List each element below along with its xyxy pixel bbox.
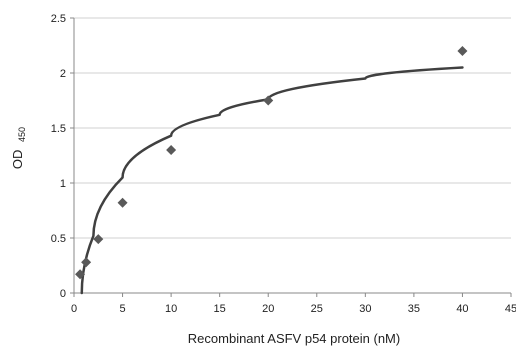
- x-tick-label-7: 35: [408, 303, 420, 315]
- data-point-1: [81, 257, 92, 268]
- y-axis-title-subscript: 450: [17, 127, 27, 142]
- y-tick-label-4: 2: [60, 68, 66, 80]
- data-points: [75, 46, 468, 280]
- data-point-0: [75, 269, 86, 280]
- axes: [70, 17, 512, 297]
- data-point-4: [166, 145, 177, 155]
- data-point-5: [263, 95, 274, 106]
- data-point-6: [457, 46, 468, 56]
- x-tick-labels: 0 5 10 15 20 25 30 35 40 45: [71, 303, 516, 315]
- x-tick-label-6: 30: [359, 303, 371, 315]
- x-tick-label-0: 0: [71, 303, 77, 315]
- x-axis-title: Recombinant ASFV p54 protein (nM): [188, 331, 400, 346]
- y-tick-labels: 0 0.5 1 1.5 2 2.5: [51, 13, 66, 300]
- y-tick-label-2: 1: [60, 178, 66, 190]
- x-tick-label-5: 25: [311, 303, 323, 315]
- x-tick-label-1: 5: [119, 303, 125, 315]
- trendline-group: [80, 66, 464, 295]
- x-tick-label-4: 20: [262, 303, 274, 315]
- y-axis-title: OD 450: [10, 127, 27, 169]
- y-tick-label-5: 2.5: [51, 13, 66, 25]
- y-tick-label-1: 0.5: [51, 233, 66, 245]
- data-point-2: [93, 234, 104, 245]
- x-tick-label-9: 45: [505, 303, 516, 315]
- trendline: [80, 66, 464, 295]
- y-tick-label-3: 1.5: [51, 123, 66, 135]
- x-tick-label-8: 40: [456, 303, 468, 315]
- grid-lines: [74, 17, 511, 239]
- y-axis-title-main: OD: [10, 150, 25, 170]
- y-tick-label-0: 0: [60, 288, 66, 300]
- data-point-3: [117, 197, 128, 208]
- x-tick-label-3: 15: [214, 303, 226, 315]
- x-tick-label-2: 10: [165, 303, 177, 315]
